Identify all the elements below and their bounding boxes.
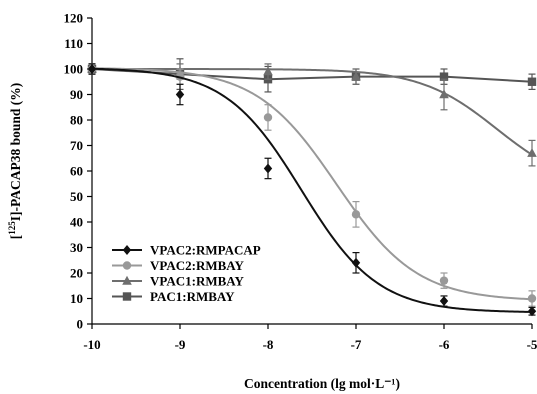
x-axis-title: Concentration (lg mol·L⁻¹): [244, 376, 400, 391]
data-point: [263, 66, 273, 76]
data-point: [351, 71, 361, 81]
y-tick-label: 10: [70, 291, 83, 306]
x-tick-label: -9: [175, 337, 186, 352]
legend-entry: VPAC2:RMBAY: [112, 258, 244, 273]
y-tick-label: 110: [64, 36, 83, 51]
x-tick-label: -7: [351, 337, 362, 352]
data-point: [87, 64, 97, 74]
data-point: [263, 163, 273, 174]
x-tick-label: -5: [527, 337, 537, 352]
legend-entry: VPAC1:RMBAY: [112, 274, 244, 289]
series-vpac2-rmpacap: [87, 63, 537, 317]
data-point: [263, 113, 273, 122]
x-tick-label: -10: [83, 337, 100, 352]
legend-swatch-marker: [122, 245, 132, 255]
data-point: [439, 276, 449, 285]
series-layer: [87, 58, 537, 317]
data-point: [175, 89, 185, 100]
series-line: [91, 67, 533, 313]
y-tick-label: 90: [70, 87, 83, 102]
y-tick-label: 60: [70, 164, 83, 179]
y-tick-label: 100: [64, 62, 84, 77]
y-tick-label: 30: [70, 240, 83, 255]
data-point: [351, 257, 361, 268]
y-tick-label: 0: [77, 317, 84, 332]
legend-swatch-marker: [122, 261, 132, 270]
data-point: [527, 306, 537, 317]
data-point: [527, 147, 537, 157]
y-axis-title: [125I]-PACAP38 bound (%): [7, 83, 23, 240]
series-line: [91, 68, 533, 83]
legend-swatch-marker: [122, 292, 132, 301]
y-tick-label: 40: [70, 215, 83, 230]
series-line: [91, 67, 533, 301]
legend-entry: PAC1:RMBAY: [112, 289, 235, 304]
legend-label: VPAC1:RMBAY: [150, 274, 244, 289]
data-point: [527, 77, 537, 86]
legend-label: VPAC2:RMBAY: [150, 258, 244, 273]
data-point: [439, 72, 449, 81]
x-tick-label: -8: [263, 337, 274, 352]
y-tick-label: 70: [70, 138, 83, 153]
y-tick-label: 20: [70, 266, 83, 281]
y-tick-label: 50: [70, 189, 83, 204]
legend-entry: VPAC2:RMPACAP: [112, 243, 261, 258]
legend-swatch-marker: [122, 275, 132, 285]
series-pac1-rmbay: [87, 58, 537, 93]
legend-label: PAC1:RMBAY: [150, 289, 235, 304]
legend-label: VPAC2:RMPACAP: [150, 243, 261, 258]
data-point: [439, 89, 449, 99]
data-point: [439, 296, 449, 307]
y-tick-label: 80: [70, 113, 83, 128]
data-point: [351, 210, 361, 219]
series-line: [92, 68, 533, 156]
data-point: [527, 294, 537, 303]
legend: VPAC2:RMPACAPVPAC2:RMBAYVPAC1:RMBAYPAC1:…: [112, 243, 261, 304]
axes: 0 10 20 30 40 50 60 70 80 90 100 110 120 -10 -9 -8 -7 -6 -…: [64, 11, 537, 353]
y-tick-label: 120: [64, 11, 84, 26]
x-tick-label: -6: [439, 337, 450, 352]
